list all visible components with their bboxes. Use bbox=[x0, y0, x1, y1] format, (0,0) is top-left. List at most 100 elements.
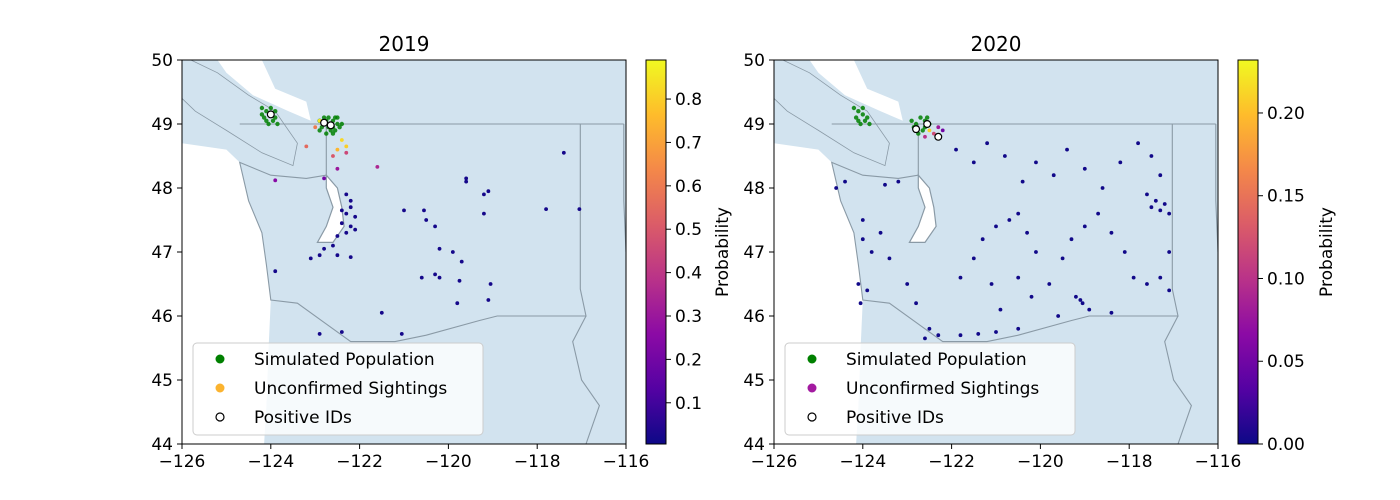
strait-water bbox=[217, 60, 311, 121]
unconfirmed-sighting-point bbox=[1082, 166, 1087, 171]
colorbar-gradient bbox=[645, 59, 667, 445]
unconfirmed-sighting-point bbox=[344, 144, 349, 149]
x-tick-label: −124 bbox=[839, 452, 886, 472]
y-tick-label: 50 bbox=[151, 51, 173, 71]
unconfirmed-sighting-point bbox=[1087, 307, 1092, 312]
unconfirmed-sighting-point bbox=[989, 282, 994, 286]
subplot-2020: 2020 −126 −124 −122 −120 −118 −116 44 45 46 47 48 49… bbox=[743, 32, 1337, 472]
unconfirmed-sighting-point bbox=[994, 224, 998, 229]
unconfirmed-sighting-point bbox=[353, 227, 358, 232]
legend-marker bbox=[215, 354, 225, 364]
colorbar-tick-label: 0.10 bbox=[1267, 269, 1305, 289]
simulated-population-point bbox=[851, 105, 857, 111]
simulated-population-point bbox=[860, 112, 865, 117]
simulated-population-point bbox=[275, 121, 280, 127]
unconfirmed-sighting-point bbox=[1056, 314, 1061, 318]
simulated-population-point bbox=[317, 128, 322, 133]
legend-label: Positive IDs bbox=[254, 408, 352, 428]
colorbar-label: Probability bbox=[1317, 207, 1337, 297]
unconfirmed-sighting-point bbox=[971, 160, 976, 165]
simulated-population-point bbox=[920, 128, 925, 133]
unconfirmed-sighting-point bbox=[339, 221, 344, 226]
unconfirmed-sighting-point bbox=[860, 237, 865, 242]
unconfirmed-sighting-point bbox=[486, 189, 491, 194]
unconfirmed-sighting-point bbox=[459, 259, 464, 264]
y-tick-label: 49 bbox=[151, 115, 173, 135]
unconfirmed-sighting-point bbox=[958, 333, 963, 338]
unconfirmed-sighting-point bbox=[348, 255, 353, 260]
unconfirmed-sighting-point bbox=[486, 298, 491, 302]
washington-outline bbox=[830, 123, 1179, 343]
unconfirmed-sighting-point bbox=[313, 125, 318, 130]
colorbar-tick-label: 0.3 bbox=[675, 307, 702, 327]
simulated-population-point bbox=[856, 109, 861, 114]
unconfirmed-sighting-point bbox=[419, 275, 424, 280]
unconfirmed-sighting-point bbox=[998, 307, 1003, 312]
colorbar-tick-label: 0.20 bbox=[1267, 104, 1305, 124]
legend: Simulated Population Unconfirmed Sighting… bbox=[192, 342, 484, 436]
y-tick-label: 44 bbox=[743, 435, 765, 455]
x-tick-label: −124 bbox=[247, 452, 294, 472]
positive-id-point bbox=[266, 110, 275, 119]
unconfirmed-sighting-point bbox=[1047, 282, 1052, 286]
unconfirmed-sighting-point bbox=[317, 253, 322, 258]
unconfirmed-sighting-point bbox=[931, 131, 936, 136]
simulated-population-point bbox=[853, 115, 859, 120]
unconfirmed-sighting-point bbox=[1162, 202, 1167, 206]
unconfirmed-sighting-point bbox=[1007, 218, 1012, 222]
unconfirmed-sighting-point bbox=[958, 275, 963, 280]
simulated-population-point bbox=[862, 118, 868, 124]
x-tick-label: −122 bbox=[928, 452, 975, 472]
simulated-population-point bbox=[335, 121, 340, 127]
unconfirmed-sighting-point bbox=[344, 150, 349, 155]
x-tick-label: −118 bbox=[514, 452, 561, 472]
unconfirmed-sighting-point bbox=[455, 301, 460, 306]
unconfirmed-sighting-point bbox=[1109, 230, 1114, 235]
colorbar-tick-label: 0.05 bbox=[1267, 352, 1305, 372]
simulated-population-point bbox=[909, 118, 914, 124]
unconfirmed-sighting-point bbox=[1029, 294, 1034, 299]
unconfirmed-sighting-point bbox=[424, 218, 429, 222]
unconfirmed-sighting-point bbox=[482, 211, 486, 216]
unconfirmed-sighting-point bbox=[375, 164, 380, 169]
colorbar-tick-label: 0.00 bbox=[1267, 435, 1305, 455]
legend-label: Positive IDs bbox=[846, 408, 944, 428]
simulated-population-point bbox=[266, 121, 271, 127]
y-tick-label: 47 bbox=[151, 243, 173, 263]
unconfirmed-sighting-point bbox=[344, 192, 349, 197]
unconfirmed-sighting-point bbox=[940, 128, 945, 133]
unconfirmed-sighting-point bbox=[1025, 230, 1029, 235]
unconfirmed-sighting-point bbox=[1034, 160, 1038, 165]
unconfirmed-sighting-point bbox=[1082, 224, 1087, 229]
x-tick-label: −118 bbox=[1106, 452, 1153, 472]
unconfirmed-sighting-point bbox=[914, 301, 918, 306]
unconfirmed-sighting-point bbox=[353, 214, 358, 219]
unconfirmed-sighting-point bbox=[1136, 141, 1140, 146]
positive-id-point bbox=[934, 132, 943, 141]
simulated-population-point bbox=[328, 128, 333, 133]
simulated-population-point bbox=[259, 105, 265, 111]
y-tick-label: 44 bbox=[151, 435, 173, 455]
unconfirmed-sighting-point bbox=[936, 125, 941, 130]
oregon-border bbox=[572, 315, 601, 444]
colorbar-gradient bbox=[1237, 59, 1259, 445]
unconfirmed-sighting-point bbox=[433, 224, 437, 229]
unconfirmed-sighting-point bbox=[865, 288, 870, 293]
colorbar-label: Probability bbox=[713, 207, 733, 297]
simulated-population-point bbox=[865, 115, 870, 120]
unconfirmed-sighting-point bbox=[985, 141, 990, 146]
unconfirmed-sighting-point bbox=[1153, 198, 1158, 203]
positive-id-point bbox=[912, 125, 921, 134]
legend-label: Unconfirmed Sightings bbox=[846, 379, 1039, 399]
unconfirmed-sighting-point bbox=[1158, 173, 1163, 178]
unconfirmed-sighting-point bbox=[464, 179, 469, 184]
unconfirmed-sighting-point bbox=[1060, 256, 1065, 261]
colorbar-tick-label: 0.6 bbox=[675, 177, 702, 197]
simulated-population-point bbox=[924, 115, 930, 120]
unconfirmed-sighting-point bbox=[878, 230, 883, 235]
unconfirmed-sighting-point bbox=[927, 128, 932, 133]
unconfirmed-sighting-point bbox=[1078, 298, 1083, 302]
simulated-population-point bbox=[858, 121, 863, 127]
legend: Simulated Population Unconfirmed Sighting… bbox=[784, 342, 1076, 436]
plot-title: 2019 bbox=[379, 32, 430, 56]
